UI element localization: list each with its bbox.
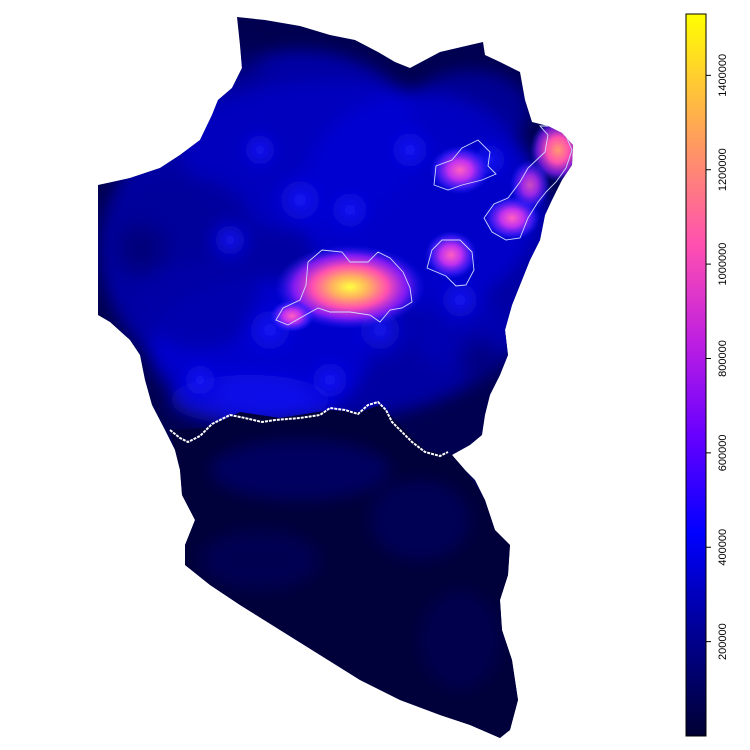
- legend-tick-label-600000: 600000: [717, 435, 729, 472]
- hotspot-primary: [275, 245, 425, 329]
- blue-blobs: [170, 115, 520, 415]
- hotspots: [270, 118, 573, 332]
- legend-color-bar: [685, 13, 707, 737]
- hotspot-west-tail: [270, 300, 314, 332]
- legend-ticks: 200000 400000 600000 800000 1000000 1200000 14…: [706, 54, 729, 660]
- legend-tick-label-1000000: 1000000: [717, 243, 729, 286]
- legend: 200000 400000 600000 800000 1000000 1200000 14…: [685, 13, 729, 737]
- legend-tick-label-1400000: 1400000: [717, 54, 729, 97]
- contour-lines: [275, 125, 573, 326]
- boundary-line: [169, 400, 449, 458]
- southern-texture: [200, 440, 500, 690]
- contour-east-lower: [483, 125, 573, 241]
- legend-tick-label-200000: 200000: [717, 623, 729, 660]
- legend-tick-label-400000: 400000: [717, 529, 729, 566]
- map-region: [98, 17, 573, 738]
- contour-east-middle: [426, 239, 475, 287]
- legend-tick-label-800000: 800000: [717, 340, 729, 377]
- legend-tick-label-1200000: 1200000: [717, 148, 729, 191]
- contour-northeast-upper: [433, 139, 497, 191]
- contour-primary: [275, 249, 413, 326]
- hotspot-east-middle: [425, 231, 477, 279]
